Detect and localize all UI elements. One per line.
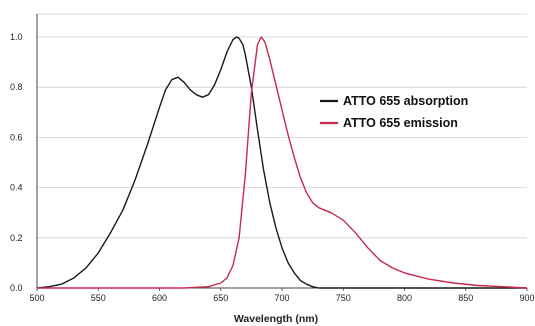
x-tick-label: 650 <box>213 293 228 303</box>
y-tick-label: 0.0 <box>10 283 23 293</box>
x-axis-title: Wavelength (nm) <box>234 313 318 325</box>
x-tick-label: 800 <box>397 293 412 303</box>
series-line-emission <box>37 36 528 289</box>
legend: ATTO 655 absorption ATTO 655 emission <box>320 94 468 130</box>
legend-label: ATTO 655 emission <box>343 116 458 130</box>
y-tick-label: 0.4 <box>10 183 23 193</box>
y-tick-label: 0.8 <box>10 82 23 92</box>
x-tick-label: 500 <box>29 293 44 303</box>
x-tick-label: 600 <box>152 293 167 303</box>
grid-lines <box>37 13 527 239</box>
legend-label: ATTO 655 absorption <box>343 94 468 108</box>
y-tick-label: 1.0 <box>10 32 23 42</box>
series-lines <box>36 36 528 289</box>
y-tick-label: 0.6 <box>10 132 23 142</box>
x-tick-label: 900 <box>519 293 534 303</box>
x-tick-label: 700 <box>274 293 289 303</box>
tick-labels: 0.0 0.2 0.4 0.6 0.8 1.0 500 550 600 650 700 750 800 8… <box>10 32 535 303</box>
x-tick-label: 850 <box>458 293 473 303</box>
x-tick-label: 750 <box>336 293 351 303</box>
x-tick-label: 550 <box>91 293 106 303</box>
series-line-absorption <box>36 36 527 289</box>
y-tick-label: 0.2 <box>10 233 23 243</box>
